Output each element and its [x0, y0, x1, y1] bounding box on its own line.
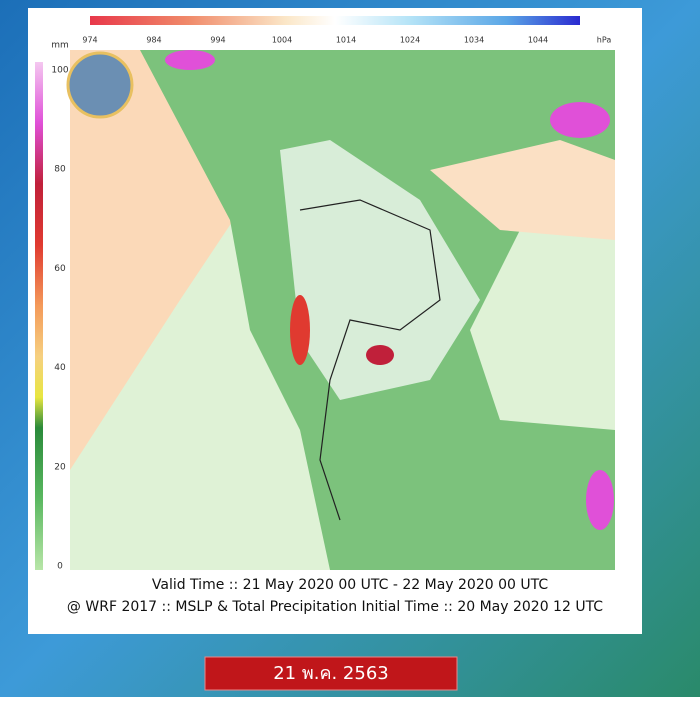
rain-cell — [366, 345, 394, 365]
pressure-label: 984 — [146, 36, 161, 45]
pressure-label: 1004 — [272, 36, 292, 45]
precip-label: 0 — [57, 562, 63, 572]
precip-label: 20 — [54, 462, 66, 472]
pressure-unit: hPa — [597, 36, 612, 45]
pressure-label: 1014 — [336, 36, 356, 45]
map — [66, 50, 615, 570]
precip-colorbar — [35, 62, 43, 570]
pressure-label: 974 — [82, 36, 97, 45]
pressure-area — [430, 140, 615, 240]
border — [299, 199, 441, 521]
rain-cell — [290, 295, 310, 365]
pressure-label: 1024 — [400, 36, 420, 45]
precip-label: 40 — [54, 363, 66, 373]
precip-label: 60 — [54, 264, 66, 274]
logo — [66, 51, 134, 119]
caption-line: Valid Time :: 21 May 2020 00 UTC - 22 Ma… — [152, 577, 548, 593]
date-label: 21 พ.ค. 2563 — [273, 663, 389, 684]
rain-cell — [586, 470, 614, 530]
precip-label: 80 — [54, 165, 66, 175]
date-box — [204, 656, 458, 691]
pressure-label: 1044 — [528, 36, 548, 45]
precip-label: 100 — [51, 66, 68, 76]
pressure-colorbar — [90, 16, 580, 25]
rain-cell — [550, 102, 610, 138]
precip-unit: mm — [51, 41, 69, 51]
caption-line: @ WRF 2017 :: MSLP & Total Precipitation… — [67, 599, 603, 615]
pressure-label: 994 — [210, 36, 225, 45]
rain-cell — [165, 50, 215, 70]
pressure-label: 1034 — [464, 36, 484, 45]
